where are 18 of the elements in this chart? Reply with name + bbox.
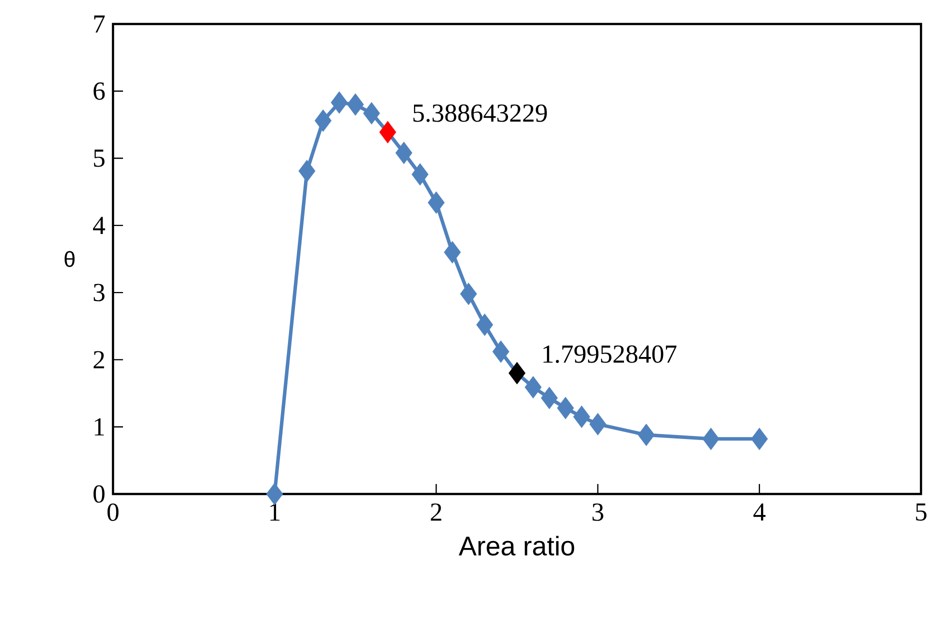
- y-tick-label: 5: [94, 150, 104, 167]
- y-tick-label: 7: [94, 16, 105, 32]
- x-tick-label: 4: [753, 504, 766, 521]
- x-tick-label: 0: [108, 503, 118, 521]
- x-tick-label: 1: [270, 503, 280, 521]
- y-tick-label: 6: [94, 82, 105, 100]
- y-tick-label: 1: [94, 418, 104, 436]
- x-axis-title: Area ratio: [458, 536, 574, 556]
- x-tick-label: 5: [916, 503, 926, 521]
- data-label: 5.388643229: [413, 104, 547, 122]
- y-tick-label: 2: [94, 351, 104, 368]
- x-tick-label: 2: [430, 504, 442, 521]
- data-label: 1.799528407: [543, 345, 676, 363]
- y-tick-label: 4: [93, 216, 106, 234]
- y-tick-label: 3: [94, 284, 104, 302]
- y-tick-label: 0: [94, 485, 105, 503]
- y-axis-title: θ: [64, 250, 75, 268]
- x-tick-label: 3: [592, 504, 604, 521]
